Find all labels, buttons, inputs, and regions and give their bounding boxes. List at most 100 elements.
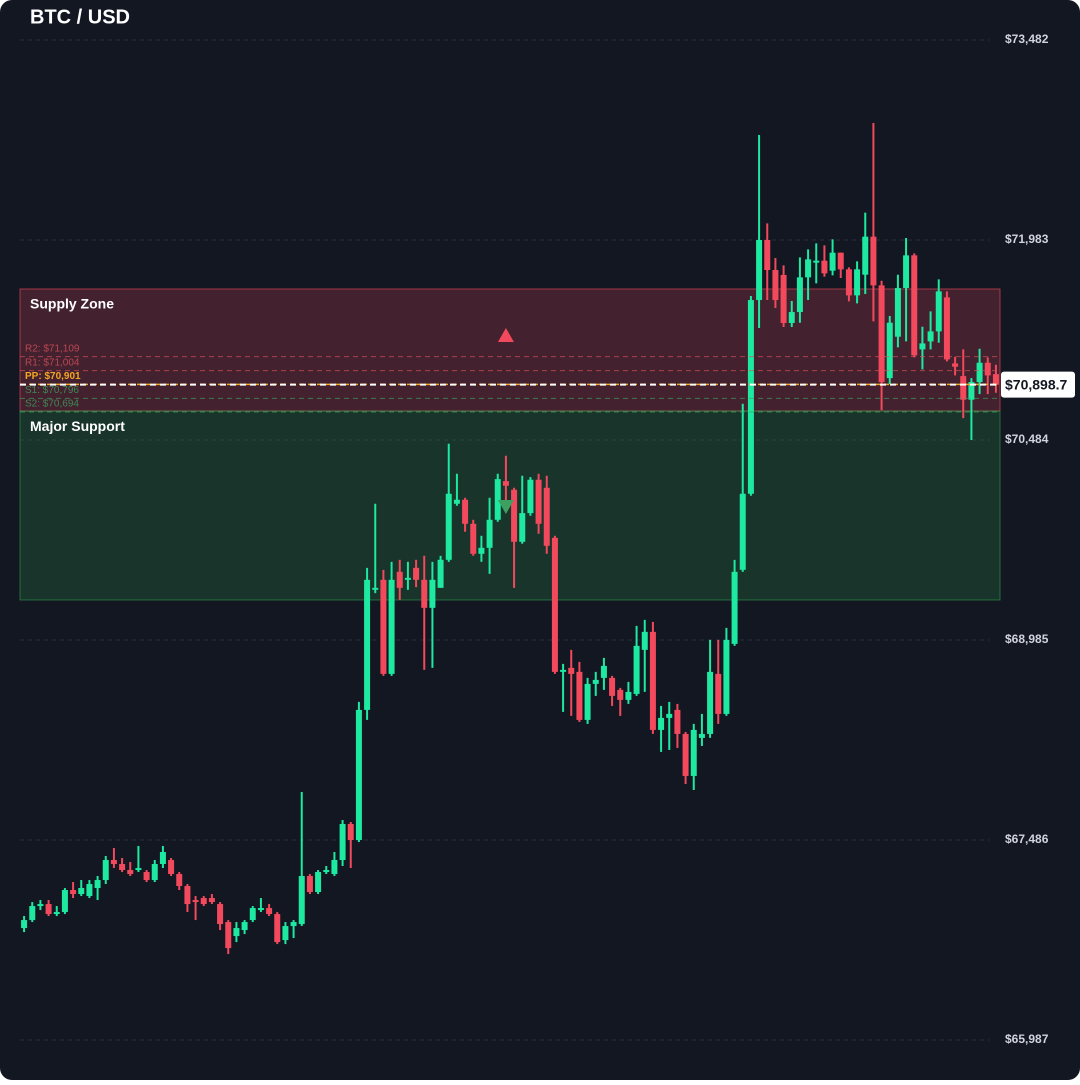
candle-body [698,733,705,738]
candle-body [854,269,861,296]
candle-body [927,331,934,342]
candle-body [715,673,722,714]
candle-body [225,922,232,949]
candle-body [135,868,142,871]
y-tick-label: $68,985 [1005,632,1049,646]
candle-body [886,322,893,379]
candle-body [257,908,264,911]
candle-body [372,587,379,590]
candle-body [911,255,918,356]
candle-body [617,689,624,700]
candle-body [233,928,240,937]
candle-body [404,577,411,580]
candle-body [658,717,665,730]
candle-body [347,823,354,840]
candle-body [86,884,93,897]
candle-body [674,709,681,734]
signal-marker [497,499,514,514]
y-tick-label: $70,484 [1005,432,1049,446]
last-price-box [1001,371,1075,398]
candle-body [266,908,273,915]
candle-body [94,880,101,889]
candle-body [649,631,656,730]
candle-body [976,362,983,383]
pivot-label: R2: $71,109 [25,343,80,354]
pivot-label: R1: $71,004 [25,357,80,368]
candle-body [70,890,77,895]
candle-body [445,493,452,560]
candle-body [584,683,591,720]
candle-body [919,343,926,350]
pivot-label: S1: $70,796 [25,385,79,396]
candle-body [290,922,297,927]
candle-body [984,362,991,376]
candle-body [29,906,36,921]
candle-body [829,252,836,271]
candle-body [805,259,812,278]
candle-body [78,888,85,895]
chart-title: BTC / USD [30,6,130,28]
y-tick-label: $67,486 [1005,832,1049,846]
candle-body [747,300,754,494]
candle-body [870,236,877,286]
candle-body [168,860,175,875]
candle-body [306,876,313,893]
candle-body [486,519,493,548]
pivot-label: S2: $70,694 [25,399,79,410]
candle-body [821,260,828,274]
candle-body [862,236,869,275]
candle-body [707,671,714,734]
candle-body [61,890,68,913]
candle-body [298,876,305,925]
candle-body [217,904,224,925]
candle-body [682,733,689,776]
candle-body [739,493,746,570]
candle-body [568,667,575,674]
y-tick-label: $65,987 [1005,1032,1049,1046]
candle-body [437,559,444,588]
candle-body [731,571,738,644]
candle-body [952,363,959,367]
candle-body [323,870,330,873]
pivot-label: PP: $70,901 [25,371,81,382]
candle-body [543,487,550,546]
candle-body [690,729,697,776]
candle-body [192,900,199,903]
candle-body [208,898,215,903]
candle-body [903,255,910,289]
candle-body [241,922,248,931]
candle-body [502,481,509,486]
candle-body [788,312,795,323]
candle-body [633,645,640,694]
candle-body [119,864,126,871]
candle-body [45,904,52,915]
zone [19,288,1001,412]
candle-body [429,579,436,608]
candle-body [331,860,338,875]
candle-body [756,240,763,301]
candle-body [364,579,371,710]
candle-body [53,912,60,915]
candle-body [960,376,967,400]
last-price-label: $70,898.7 [1005,376,1067,392]
candle-body [511,489,518,542]
candle-body [143,872,150,881]
candle-body [968,382,975,400]
candle-body [935,291,942,332]
candle-body [421,579,428,608]
candle-body [845,269,852,296]
candle-body [453,499,460,504]
candle-body [519,513,526,542]
candle-body [527,479,534,514]
candle-body [609,677,616,696]
candle-body [274,914,281,943]
candle-body [151,864,158,881]
candle-body [159,852,166,865]
candle-body [764,240,771,271]
candle-body [641,631,648,650]
candle-body [592,679,599,684]
candle-body [21,920,28,929]
candle-body [176,874,183,887]
signal-marker [497,327,514,342]
